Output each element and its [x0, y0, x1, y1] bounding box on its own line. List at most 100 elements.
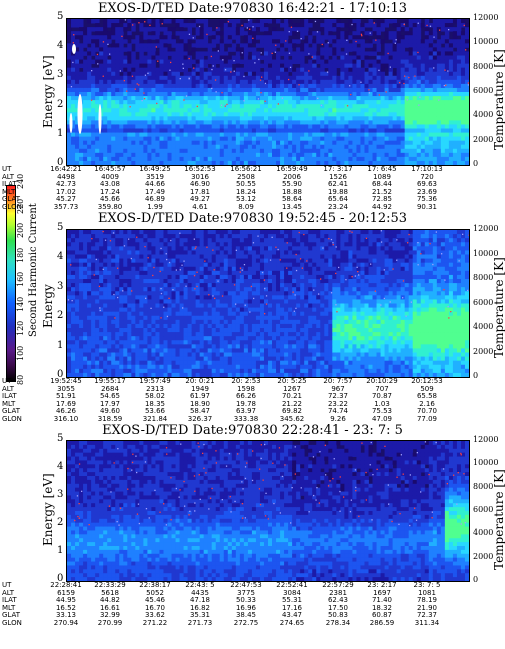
- spectrogram-cell: [95, 336, 100, 341]
- spectrogram-cell: [284, 59, 289, 65]
- spectrogram-cell: [324, 71, 329, 77]
- spectrogram-cell: [147, 160, 152, 166]
- spectrogram-cell: [251, 63, 257, 69]
- spectrogram-cell: [83, 31, 88, 36]
- spectrogram-cell: [272, 132, 277, 138]
- orbit-cell: 3519: [146, 172, 164, 181]
- spectrogram-cell: [87, 87, 92, 93]
- spectrogram-cell: [159, 63, 164, 69]
- spectrogram-cell: [139, 23, 144, 28]
- spectrogram-cell: [167, 254, 172, 259]
- spectrogram-cell: [111, 352, 116, 357]
- spectrogram-cell: [284, 116, 289, 121]
- spectrogram-cell: [428, 124, 434, 129]
- spectrogram-cell: [123, 75, 128, 81]
- spectrogram-cell: [79, 148, 84, 154]
- spectrogram-cell: [336, 19, 341, 24]
- spectrogram-cell: [147, 336, 152, 341]
- spectrogram-cell: [179, 87, 184, 93]
- spectrogram-cell: [67, 328, 72, 333]
- spectrogram-cell: [103, 55, 108, 60]
- spectrogram-cell: [203, 368, 209, 374]
- spectrogram-cell: [115, 234, 120, 239]
- noise-dot: [241, 24, 243, 27]
- spectrogram-cell: [111, 372, 116, 378]
- spectrogram-cell: [372, 67, 377, 73]
- spectrogram-cell: [167, 279, 172, 284]
- spectrogram-cell: [155, 319, 160, 325]
- spectrogram-cell: [316, 160, 321, 166]
- spectrogram-cell: [155, 31, 160, 36]
- spectrogram-cell: [207, 344, 213, 349]
- spectrogram-cell: [195, 116, 201, 121]
- spectrogram-cell: [304, 136, 309, 142]
- spectrogram-cell: [251, 75, 257, 81]
- spectrogram-cell: [95, 100, 100, 105]
- spectrogram-cell: [356, 87, 361, 93]
- spectrogram-cell: [147, 254, 152, 259]
- spectrogram-cell: [75, 47, 80, 52]
- spectrogram-cell: [280, 160, 285, 166]
- spectrogram-cell: [356, 55, 361, 60]
- spectrogram-cell: [211, 352, 217, 357]
- spectrogram-cell: [107, 120, 112, 125]
- spectrogram-cell: [203, 108, 209, 113]
- spectrogram-cell: [440, 124, 446, 129]
- spectrogram-cell: [259, 43, 265, 48]
- spectrogram-cell: [288, 160, 293, 166]
- spectrogram-cell: [151, 311, 156, 317]
- spectrogram-cell: [163, 71, 168, 77]
- spectrogram-cell: [247, 47, 253, 52]
- noise-dot: [144, 74, 147, 76]
- panel-2-svg: [67, 230, 471, 378]
- spectrogram-cell: [219, 279, 225, 284]
- spectrogram-cell: [207, 47, 213, 52]
- spectrogram-cell: [191, 136, 197, 142]
- spectrogram-cell: [123, 23, 128, 28]
- spectrogram-cell: [131, 148, 136, 154]
- spectrogram-cell: [123, 55, 128, 60]
- spectrogram-cell: [255, 92, 261, 97]
- spectrogram-cell: [199, 323, 205, 329]
- spectrogram-cell: [163, 242, 168, 247]
- spectrogram-cell: [456, 160, 462, 166]
- spectrogram-cell: [91, 75, 96, 81]
- spectrogram-cell: [119, 108, 124, 113]
- spectrogram-cell: [99, 315, 104, 321]
- spectrogram-cell: [163, 332, 168, 337]
- spectrogram-cell: [408, 100, 414, 105]
- spectrogram-cell: [452, 27, 458, 32]
- spectrogram-cell: [243, 140, 249, 146]
- spectrogram-cell: [163, 27, 168, 32]
- spectrogram-cell: [111, 283, 116, 288]
- spectrogram-cell: [268, 96, 273, 101]
- spectrogram-cell: [280, 136, 285, 142]
- spectrogram-cell: [99, 283, 104, 288]
- spectrogram-cell: [300, 63, 305, 69]
- orbit-cell: 45.66: [99, 195, 121, 203]
- orbit-cell: 53.12: [235, 195, 257, 203]
- spectrogram-cell: [175, 144, 180, 150]
- spectrogram-cell: [251, 79, 257, 85]
- spectrogram-cell: [67, 51, 72, 56]
- spectrogram-cell: [235, 108, 241, 113]
- spectrogram-cell: [432, 35, 438, 40]
- spectrogram-cell: [127, 303, 132, 308]
- spectrogram-cell: [203, 160, 209, 166]
- spectrogram-cell: [179, 360, 184, 366]
- spectrogram-cell: [215, 67, 221, 73]
- spectrogram-cell: [304, 63, 309, 69]
- spectrogram-cell: [163, 258, 168, 264]
- saturation-spike: [72, 44, 76, 54]
- spectrogram-cell: [215, 31, 221, 36]
- spectrogram-cell: [211, 307, 217, 313]
- spectrogram-cell: [255, 152, 261, 158]
- spectrogram-cell: [163, 67, 168, 73]
- spectrogram-cell: [227, 148, 233, 154]
- spectrogram-cell: [432, 92, 438, 97]
- spectrogram-cell: [203, 238, 209, 243]
- spectrogram-cell: [187, 254, 193, 259]
- spectrogram-cell: [103, 303, 108, 308]
- spectrogram-cell: [111, 299, 116, 304]
- spectrogram-cell: [239, 87, 245, 93]
